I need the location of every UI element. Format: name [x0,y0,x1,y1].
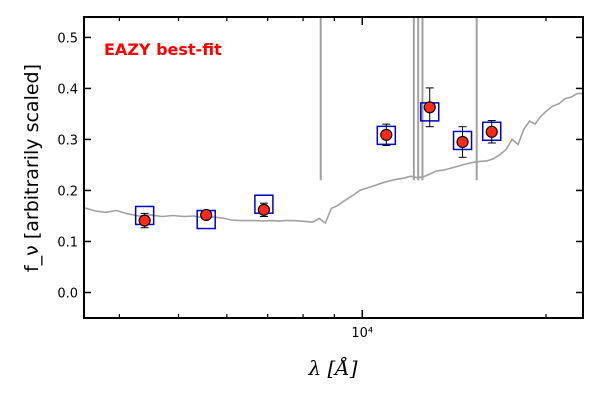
observed-flux-point [257,203,270,216]
observed-flux-point [380,128,393,141]
x-axis-label: λ [Å] [307,355,357,380]
observed-flux-point [423,101,436,114]
y-tick-label: 0.2 [57,184,78,199]
observed-flux-point [485,125,498,138]
template-spectrum-line [84,92,583,225]
y-tick-label: 0.3 [57,133,78,148]
x-tick-label: 10⁴ [351,326,373,341]
y-tick-label: 0.1 [57,235,78,250]
annotation-label: EAZY best-fit [104,40,222,59]
y-tick-label: 0.0 [57,286,78,301]
observed-flux-point [456,135,469,149]
plot-frame [83,16,584,319]
y-axis-label: f_ν [arbitrarily scaled] [21,64,43,272]
observed-flux-point [138,214,151,227]
y-tick-label: 0.5 [57,31,78,46]
y-tick-label: 0.4 [57,82,78,97]
observed-flux-point [200,208,213,222]
